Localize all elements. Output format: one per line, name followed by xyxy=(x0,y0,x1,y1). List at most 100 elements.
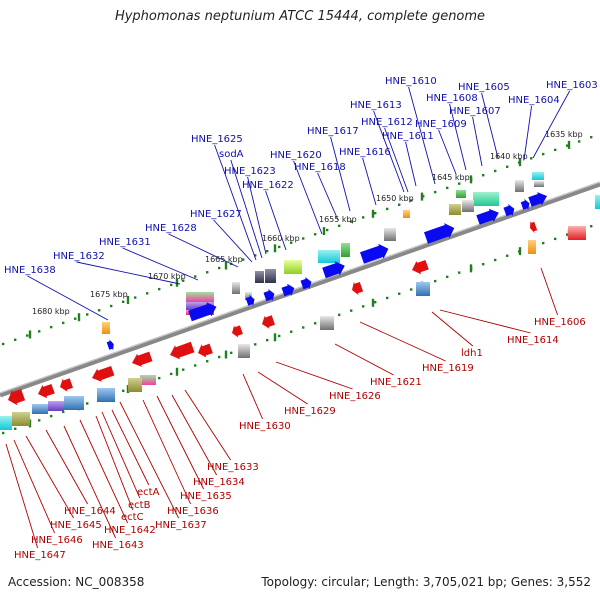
gene-label: HNE_1630 xyxy=(239,421,291,432)
leader-line xyxy=(431,311,474,347)
feature-box xyxy=(416,282,430,296)
forward-gene-arrow xyxy=(281,283,295,297)
reverse-gene-arrow xyxy=(352,281,364,296)
leader-line xyxy=(25,435,74,519)
ruler-top-dot xyxy=(242,258,245,261)
leader-line xyxy=(405,141,417,187)
gene-label: HNE_1636 xyxy=(167,506,219,517)
leader-line xyxy=(184,389,231,461)
ruler-bottom-dot xyxy=(302,326,305,329)
leader-line xyxy=(27,275,109,321)
gene-label: HNE_1611 xyxy=(382,131,434,142)
leader-line xyxy=(79,419,129,524)
kbp-label: 1660 kbp xyxy=(262,234,300,243)
ruler-top-dot xyxy=(98,309,101,312)
ruler-top-dot xyxy=(74,317,77,320)
leader-line xyxy=(359,321,446,362)
gene-label: HNE_1646 xyxy=(31,535,83,546)
feature-box xyxy=(515,180,524,192)
ruler-bottom-dot xyxy=(2,431,5,435)
ruler-top-dot xyxy=(326,228,329,232)
ruler-top-dot xyxy=(590,136,593,139)
leader-line xyxy=(63,425,117,539)
feature-box xyxy=(595,195,600,209)
ruler-bottom-dot xyxy=(482,262,485,266)
feature-box xyxy=(341,243,350,257)
ruler-bottom-dot xyxy=(62,410,65,414)
ruler-bottom-dot xyxy=(494,258,497,262)
ruler-top-dot xyxy=(266,249,269,253)
ruler-top-dot xyxy=(134,296,137,299)
gene-label: ldh1 xyxy=(461,348,483,359)
forward-gene-arrow xyxy=(503,204,515,217)
gene-label: HNE_1645 xyxy=(50,520,102,531)
gene-label: HNE_1609 xyxy=(415,119,467,130)
leader-line xyxy=(257,371,308,405)
feature-box xyxy=(140,375,156,385)
leader-line xyxy=(214,144,257,261)
feature-box xyxy=(232,282,240,294)
reverse-gene-arrow xyxy=(38,384,55,399)
ruler-bottom-dot xyxy=(266,338,269,342)
leader-line xyxy=(532,90,570,159)
ruler-bottom-dot xyxy=(458,271,461,274)
ruler-top-dot xyxy=(62,321,65,325)
gene-label: HNE_1625 xyxy=(191,134,243,145)
leader-line xyxy=(171,394,217,476)
leader-line xyxy=(122,247,199,281)
gene-label: sodA xyxy=(219,149,244,160)
leader-line xyxy=(142,399,192,505)
reverse-gene-arrow xyxy=(132,351,153,367)
feature-box xyxy=(64,396,84,410)
feature-box xyxy=(532,172,544,180)
leader-line xyxy=(408,86,436,185)
feature-box xyxy=(318,250,340,263)
ruler-top-dot xyxy=(26,334,29,337)
ruler-bottom-dot xyxy=(362,305,365,308)
ruler-top-track xyxy=(2,136,593,346)
ruler-top-dot xyxy=(158,287,161,291)
genome-backbone xyxy=(0,181,600,398)
gene-label: HNE_1623 xyxy=(224,166,276,177)
gene-label: HNE_1608 xyxy=(426,93,478,104)
forward-gene-arrow xyxy=(528,192,547,207)
gene-label: HNE_1633 xyxy=(207,462,259,473)
ruler-top-dot xyxy=(194,275,197,278)
gene-label: HNE_1644 xyxy=(64,506,116,517)
accession-text: Accession: NC_008358 xyxy=(8,575,145,589)
feature-box xyxy=(462,200,474,212)
ruler-bottom-dot xyxy=(170,372,173,376)
gene-label: HNE_1610 xyxy=(385,76,437,87)
feature-box xyxy=(568,226,586,240)
ruler-top-dot xyxy=(50,325,53,329)
feature-box xyxy=(48,401,64,411)
feature-box xyxy=(12,412,30,426)
gene-label: HNE_1635 xyxy=(180,491,232,502)
ruler-bottom-dot xyxy=(410,288,413,291)
gene-label: HNE_1621 xyxy=(370,377,422,388)
reverse-gene-arrow xyxy=(8,389,26,406)
ruler-bottom-dot xyxy=(50,414,53,418)
ruler-bottom-dot xyxy=(398,292,401,295)
gene-label: HNE_1605 xyxy=(458,82,510,93)
feature-box xyxy=(456,190,466,198)
leader-line xyxy=(242,373,264,420)
ruler-top-dot xyxy=(122,300,125,303)
ruler-top-dot xyxy=(386,207,389,211)
feature-box xyxy=(32,404,48,414)
ruler-bottom-dot xyxy=(278,334,281,338)
leader-line xyxy=(481,92,499,159)
ruler-bottom-dot xyxy=(434,279,437,283)
ruler-top-dot xyxy=(446,186,449,190)
feature-box xyxy=(384,228,396,241)
feature-box xyxy=(186,292,214,302)
reverse-gene-arrow xyxy=(92,366,115,382)
feature-box xyxy=(534,181,544,187)
forward-gene-arrow xyxy=(520,198,530,211)
feature-box xyxy=(320,316,334,330)
backbone-highlight xyxy=(0,181,600,394)
gene-label: HNE_1607 xyxy=(449,106,501,117)
leader-line xyxy=(76,261,181,285)
ruler-bottom-dot xyxy=(218,355,221,359)
